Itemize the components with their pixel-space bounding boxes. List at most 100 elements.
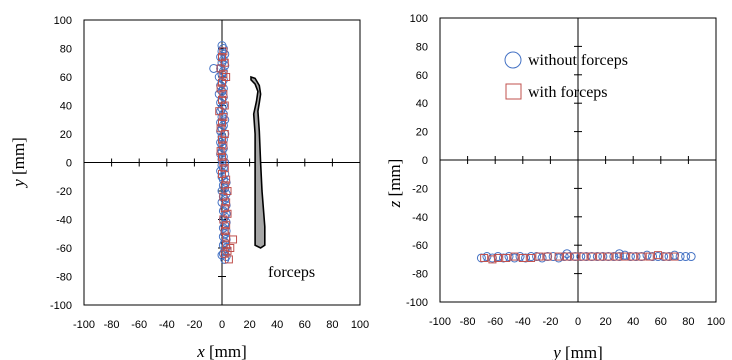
point-with-forceps xyxy=(218,95,226,104)
point-without-forceps xyxy=(521,253,531,263)
point-with-forceps xyxy=(219,192,228,201)
x-axis-unit: [mm] xyxy=(205,342,247,360)
y-tick-label: -40 xyxy=(412,212,428,224)
point-without-forceps xyxy=(681,252,691,262)
point-with-forceps xyxy=(219,141,228,150)
point-without-forceps xyxy=(532,252,542,262)
x-tick-label: -20 xyxy=(542,316,558,328)
data-points xyxy=(476,249,696,264)
point-with-forceps xyxy=(216,64,225,73)
point-with-forceps xyxy=(218,152,226,161)
point-with-forceps xyxy=(645,252,654,261)
y-tick-label: 60 xyxy=(416,70,428,82)
point-with-forceps xyxy=(220,101,229,110)
y-tick-label: -100 xyxy=(50,300,72,312)
x-tick-label: 0 xyxy=(575,316,581,328)
y-tick-label: 100 xyxy=(410,13,428,25)
point-with-forceps xyxy=(219,47,228,56)
x-tick-labels: -100 -80 -60 -40 -20 0 20 40 60 80 100 xyxy=(73,319,369,331)
point-with-forceps xyxy=(629,252,638,261)
x-axis-variable: y xyxy=(551,343,561,360)
point-with-forceps xyxy=(220,164,229,173)
point-without-forceps xyxy=(482,252,492,262)
point-without-forceps xyxy=(217,250,227,260)
y-tick-label: 60 xyxy=(60,72,72,84)
x-tick-label: -80 xyxy=(104,319,120,331)
point-without-forceps xyxy=(216,98,226,108)
point-without-forceps xyxy=(218,206,228,216)
point-with-forceps xyxy=(670,252,679,261)
x-tick-label: 20 xyxy=(599,316,611,328)
y-tick-label: 0 xyxy=(66,158,72,170)
y-tick-label: -40 xyxy=(56,215,72,227)
point-with-forceps xyxy=(216,124,225,133)
point-without-forceps xyxy=(220,195,230,205)
y-tick-labels: -100 -80 -60 -40 -20 0 20 40 60 80 100 xyxy=(406,13,428,309)
legend-marker-with-forceps xyxy=(505,83,522,100)
x-tick-label: -80 xyxy=(460,316,476,328)
point-without-forceps xyxy=(218,223,228,233)
point-with-forceps xyxy=(527,253,536,262)
legend: without forceps with forceps xyxy=(504,51,628,101)
x-tick-label: -100 xyxy=(429,316,451,328)
point-without-forceps xyxy=(510,253,520,263)
x-tick-label: 40 xyxy=(627,316,639,328)
axes xyxy=(439,17,717,303)
x-tick-label: 100 xyxy=(707,316,725,328)
point-with-forceps xyxy=(480,253,489,262)
point-with-forceps xyxy=(222,175,231,184)
x-axis-title: y [mm] xyxy=(551,343,603,360)
y-tick-label: 80 xyxy=(416,41,428,53)
point-without-forceps xyxy=(642,250,652,260)
point-with-forceps xyxy=(219,158,228,167)
point-with-forceps xyxy=(654,251,663,260)
point-with-forceps xyxy=(222,73,231,81)
y-tick-label: -100 xyxy=(406,297,428,309)
x-tick-label: 80 xyxy=(682,316,694,328)
point-with-forceps xyxy=(587,252,596,261)
y-tick-label: -60 xyxy=(56,243,72,255)
data-points xyxy=(209,41,238,264)
point-without-forceps xyxy=(620,250,630,260)
point-with-forceps xyxy=(216,84,225,93)
point-without-forceps xyxy=(554,253,564,263)
point-without-forceps xyxy=(493,252,503,262)
x-tick-labels: -100 -80 -60 -40 -20 0 20 40 60 80 100 xyxy=(429,316,725,328)
x-tick-label: -40 xyxy=(515,316,531,328)
y-tick-label: -20 xyxy=(412,183,428,195)
point-without-forceps xyxy=(217,86,227,96)
x-tick-label: 40 xyxy=(271,319,283,331)
y-tick-label: -60 xyxy=(412,240,428,252)
x-tick-label: 60 xyxy=(655,316,667,328)
x-tick-label: 100 xyxy=(351,319,369,331)
point-without-forceps xyxy=(498,253,508,263)
x-tick-label: -100 xyxy=(73,319,95,331)
x-tick-label: 60 xyxy=(299,319,311,331)
point-with-forceps xyxy=(554,252,563,261)
point-with-forceps xyxy=(223,187,232,195)
point-with-forceps xyxy=(604,252,613,261)
point-with-forceps xyxy=(226,244,235,252)
point-without-forceps xyxy=(670,250,680,260)
point-with-forceps xyxy=(218,135,226,144)
point-without-forceps xyxy=(686,252,696,262)
point-with-forceps xyxy=(596,252,605,261)
point-with-forceps xyxy=(222,198,231,207)
y-tick-label: -20 xyxy=(56,186,72,198)
point-with-forceps xyxy=(493,253,502,262)
y-tick-label: -80 xyxy=(56,272,72,284)
point-with-forceps xyxy=(223,246,232,255)
y-tick-label: 20 xyxy=(416,127,428,139)
point-with-forceps xyxy=(222,241,231,250)
point-with-forceps xyxy=(223,209,232,218)
point-without-forceps xyxy=(515,252,525,262)
forceps-shape xyxy=(250,75,266,249)
legend-label-without-forceps: without forceps xyxy=(528,52,628,69)
point-without-forceps xyxy=(221,189,231,199)
point-with-forceps xyxy=(620,252,629,261)
y-axis-unit: [mm] xyxy=(385,159,404,201)
y-tick-label: 80 xyxy=(60,44,72,56)
